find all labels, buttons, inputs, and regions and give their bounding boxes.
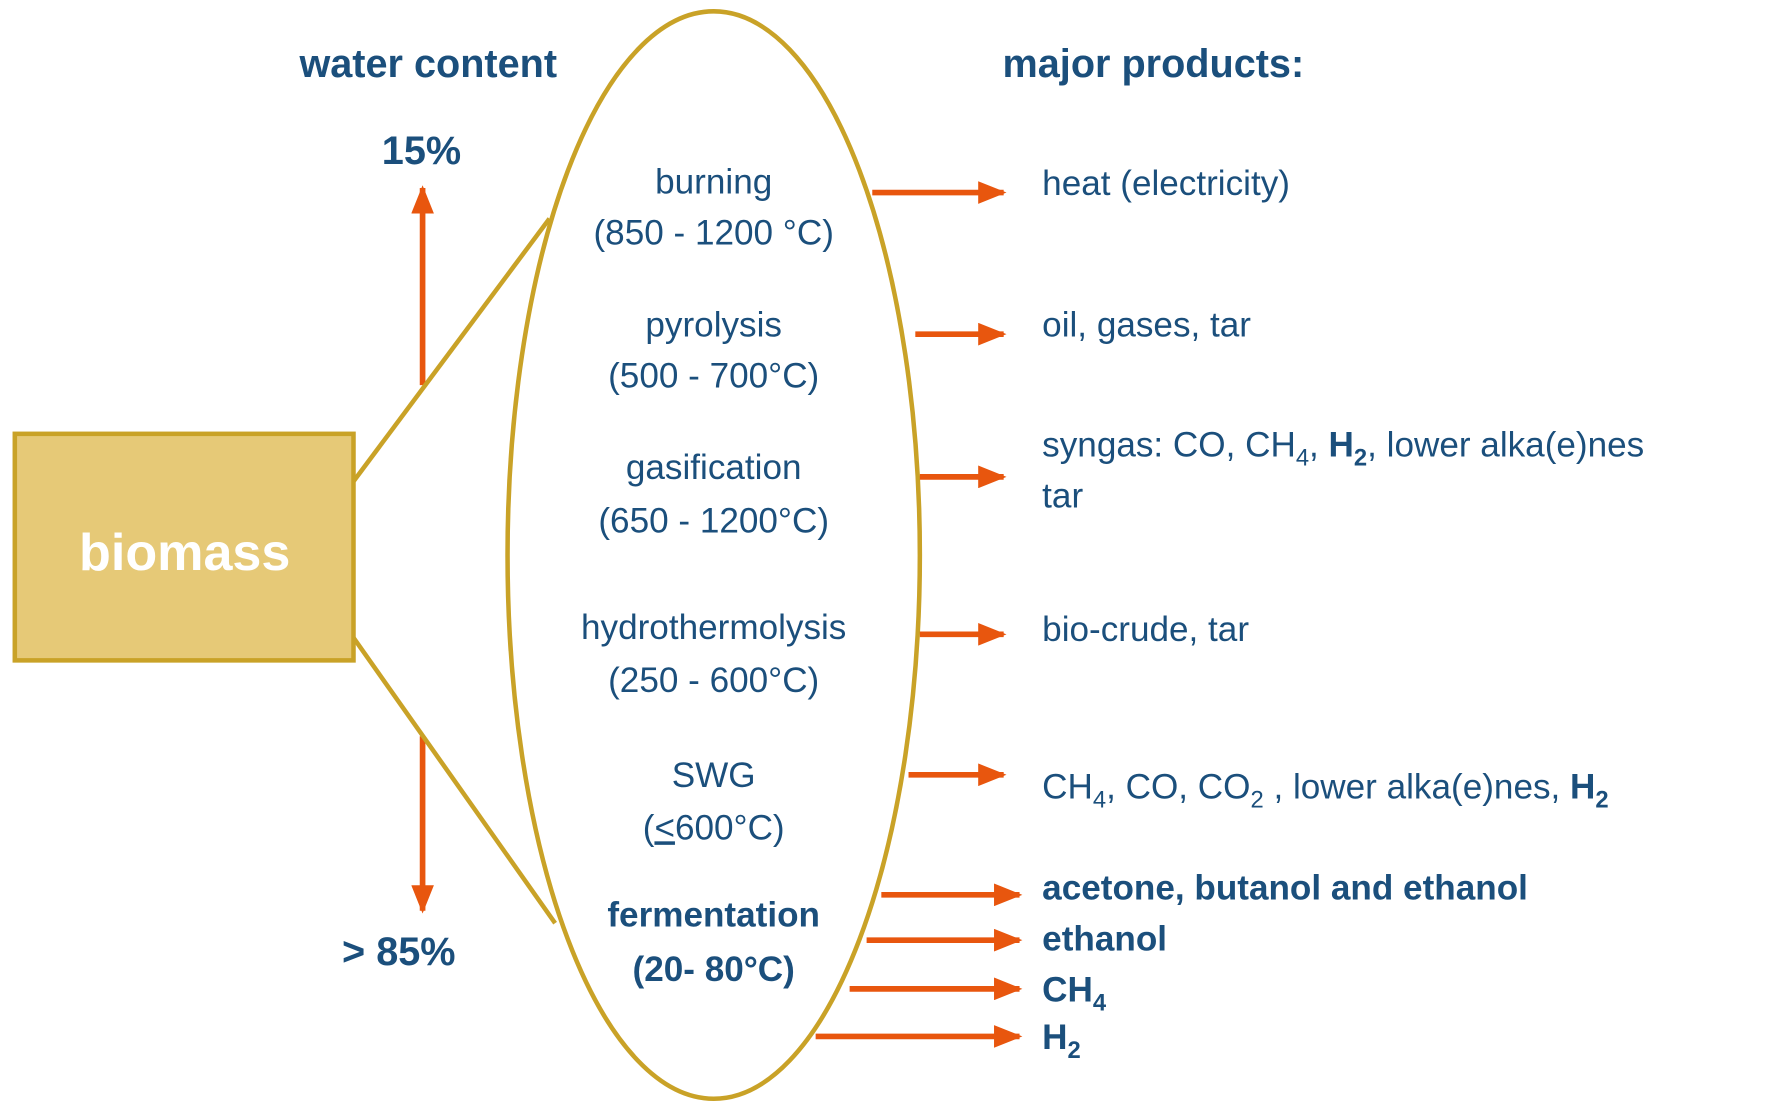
water-bottom: > 85% [342,930,455,974]
product-text: CH4, CO, CO2 , lower alka(e)nes, H2 [1042,768,1608,814]
text-run: SWG [672,756,756,795]
process-name: fermentation [607,896,820,935]
text-run: , lower alka(e)nes [1367,425,1644,464]
product-text: acetone, butanol and ethanol [1042,868,1528,907]
text-run: , [1309,425,1329,464]
text-run: (250 - 600°C) [608,661,819,700]
process-name: pyrolysis [645,305,782,344]
text-run: 4 [1093,787,1106,814]
process-range: (250 - 600°C) [608,661,819,700]
text-run: 2 [1595,787,1608,814]
product-text: H2 [1042,1018,1081,1064]
text-run: 2 [1354,445,1367,472]
text-run: oil, gases, tar [1042,305,1251,344]
text-run: bio-crude, tar [1042,610,1249,649]
process-range: (<600°C) [643,808,785,847]
text-run: burning [655,163,772,202]
product-text: ethanol [1042,919,1167,958]
text-run: fermentation [607,896,820,935]
biomass-label: biomass [79,524,290,582]
product-text: oil, gases, tar [1042,305,1251,344]
text-run: tar [1042,476,1083,515]
biomass-box [12,431,356,663]
text-run: ( [643,808,655,847]
water-top: 15% [382,129,461,173]
product-text: heat (electricity) [1042,164,1290,203]
text-run: H [1570,768,1595,807]
process-range: (500 - 700°C) [608,356,819,395]
text-run: < [654,808,675,847]
text-run: (650 - 1200°C) [598,501,829,540]
process-name: gasification [626,448,802,487]
text-run: , lower alka(e)nes, [1264,768,1570,807]
process-name: SWG [672,756,756,795]
product-text: syngas: CO, CH4, H2, lower alka(e)nes [1042,425,1644,471]
header-right: major products: [1003,42,1305,86]
text-run: 600°C) [675,808,785,847]
text-run: , CO, CO [1106,768,1250,807]
text-run: (850 - 1200 °C) [593,214,833,253]
text-run: H [1329,425,1354,464]
process-range: (20- 80°C) [633,950,795,989]
header-left: water content [298,42,557,86]
process-range: (650 - 1200°C) [598,501,829,540]
product-text: CH4 [1042,970,1107,1016]
text-run: syngas: CO, CH [1042,425,1296,464]
text-run: CH [1042,768,1093,807]
connector [351,636,557,925]
process-range: (850 - 1200 °C) [593,214,833,253]
process-ellipse [505,9,923,1101]
text-run: (20- 80°C) [633,950,795,989]
product-text: tar [1042,476,1083,515]
text-run: heat (electricity) [1042,164,1290,203]
text-run: gasification [626,448,802,487]
text-run: pyrolysis [645,305,782,344]
text-run: hydrothermolysis [581,608,846,647]
connector [351,217,552,483]
text-run: CH [1042,970,1093,1009]
text-run: acetone, butanol and ethanol [1042,868,1528,907]
text-run: H [1042,1018,1067,1057]
text-run: 2 [1068,1037,1081,1064]
text-run: 4 [1296,445,1309,472]
text-run: ethanol [1042,919,1167,958]
process-name: hydrothermolysis [581,608,846,647]
text-run: 2 [1250,787,1263,814]
text-run: (500 - 700°C) [608,356,819,395]
text-run: 4 [1093,989,1107,1016]
process-name: burning [655,163,772,202]
product-text: bio-crude, tar [1042,610,1249,649]
